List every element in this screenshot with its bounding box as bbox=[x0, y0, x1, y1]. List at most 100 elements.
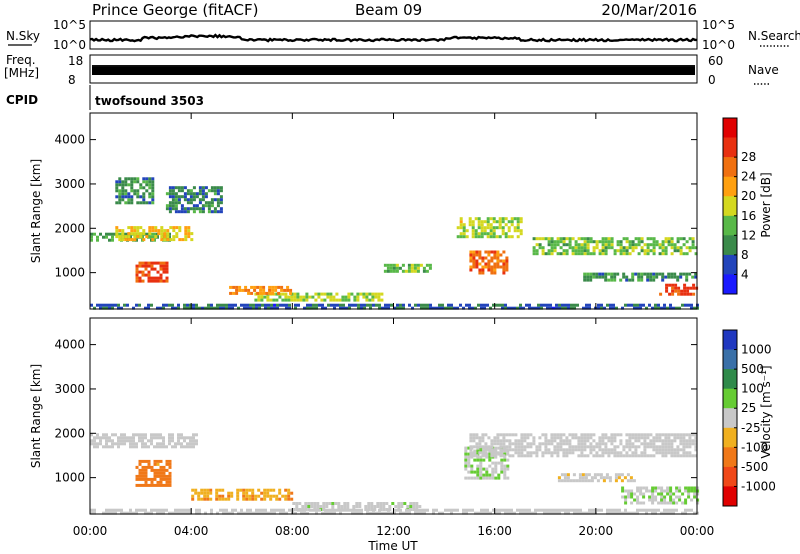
heatmap-cell bbox=[227, 497, 231, 501]
heatmap-cell bbox=[514, 442, 518, 446]
heatmap-cell bbox=[601, 448, 605, 452]
heatmap-cell bbox=[587, 473, 591, 477]
heatmap-cell bbox=[664, 246, 668, 250]
heatmap-cell bbox=[387, 508, 390, 512]
heatmap-cell bbox=[153, 508, 156, 512]
heatmap-cell bbox=[686, 286, 690, 290]
heatmap-cell bbox=[138, 508, 141, 512]
heatmap-cell bbox=[571, 433, 575, 437]
heatmap-cell bbox=[565, 252, 569, 256]
heatmap-cell bbox=[640, 237, 644, 241]
heatmap-cell bbox=[664, 445, 668, 449]
heatmap-cell bbox=[682, 436, 686, 440]
heatmap-cell bbox=[180, 204, 184, 208]
heatmap-cell bbox=[171, 201, 175, 205]
heatmap-cell bbox=[473, 470, 477, 474]
heatmap-cell bbox=[192, 445, 195, 449]
heatmap-cell bbox=[144, 471, 148, 475]
heatmap-cell bbox=[562, 439, 566, 443]
heatmap-cell bbox=[666, 501, 670, 505]
heatmap-cell bbox=[475, 250, 479, 254]
heatmap-cell bbox=[118, 189, 122, 193]
heatmap-cell bbox=[687, 303, 690, 307]
heatmap-cell bbox=[541, 246, 545, 250]
heatmap-cell bbox=[165, 474, 169, 478]
heatmap-cell bbox=[153, 279, 157, 283]
heatmap-cell bbox=[643, 436, 647, 440]
heatmap-cell bbox=[589, 252, 593, 256]
heatmap-cell bbox=[517, 445, 521, 449]
heatmap-cell bbox=[593, 476, 597, 480]
heatmap-cell bbox=[488, 455, 492, 459]
heatmap-cell bbox=[254, 497, 258, 501]
heatmap-cell bbox=[105, 306, 108, 310]
heatmap-cell bbox=[159, 477, 163, 481]
colorbar-tick-label: 12 bbox=[741, 228, 756, 242]
heatmap-cell bbox=[586, 275, 590, 279]
heatmap-cell bbox=[565, 442, 569, 446]
heatmap-cell bbox=[505, 262, 509, 266]
colorbar-segment bbox=[723, 388, 737, 409]
heatmap-cell bbox=[479, 449, 483, 453]
heatmap-cell bbox=[665, 283, 669, 287]
heatmap-cell bbox=[627, 511, 630, 515]
heatmap-cell bbox=[578, 479, 582, 483]
heatmap-cell bbox=[221, 494, 225, 498]
heatmap-cell bbox=[156, 459, 160, 463]
heatmap-cell bbox=[315, 306, 318, 310]
heatmap-cell bbox=[423, 511, 426, 515]
heatmap-cell bbox=[661, 442, 665, 446]
heatmap-cell bbox=[142, 186, 146, 190]
heatmap-cell bbox=[499, 265, 503, 269]
heatmap-cell bbox=[139, 226, 143, 230]
heatmap-cell bbox=[203, 491, 207, 495]
heatmap-cell bbox=[657, 492, 661, 496]
heatmap-cell bbox=[649, 445, 653, 449]
heatmap-cell bbox=[332, 298, 336, 302]
heatmap-cell bbox=[318, 303, 321, 307]
heatmap-cell bbox=[649, 454, 653, 458]
x-tick-label: 08:00 bbox=[275, 524, 310, 538]
heatmap-cell bbox=[475, 433, 479, 437]
heatmap-cell bbox=[344, 295, 348, 299]
heatmap-cell bbox=[156, 508, 159, 512]
nsky-frame bbox=[89, 20, 698, 50]
heatmap-cell bbox=[508, 442, 512, 446]
heatmap-cell bbox=[459, 223, 463, 227]
heatmap-cell bbox=[154, 229, 158, 233]
heatmap-cell bbox=[293, 295, 297, 299]
heatmap-cell bbox=[240, 508, 243, 512]
heatmap-cell bbox=[198, 192, 202, 196]
heatmap-cell bbox=[180, 189, 184, 193]
heatmap-cell bbox=[652, 278, 656, 282]
heatmap-cell bbox=[615, 508, 618, 512]
heatmap-cell bbox=[345, 306, 348, 310]
heatmap-cell bbox=[321, 306, 324, 310]
heatmap-cell bbox=[261, 508, 264, 512]
heatmap-cell bbox=[596, 473, 600, 477]
heatmap-cell bbox=[676, 451, 680, 455]
heatmap-cell bbox=[393, 511, 396, 515]
heatmap-cell bbox=[240, 511, 243, 515]
heatmap-cell bbox=[640, 442, 644, 446]
heatmap-cell bbox=[577, 454, 581, 458]
heatmap-cell bbox=[230, 491, 234, 495]
heatmap-cell bbox=[655, 243, 659, 247]
heatmap-cell bbox=[685, 451, 689, 455]
heatmap-cell bbox=[252, 303, 255, 307]
heatmap-cell bbox=[544, 445, 548, 449]
heatmap-cell bbox=[210, 511, 213, 515]
y-tick-label: 2000 bbox=[54, 426, 85, 440]
heatmap-cell bbox=[115, 189, 119, 193]
heatmap-cell bbox=[663, 495, 667, 499]
heatmap-cell bbox=[162, 267, 166, 271]
heatmap-cell bbox=[93, 306, 96, 310]
heatmap-cell bbox=[668, 292, 672, 296]
heatmap-cell bbox=[251, 497, 255, 501]
heatmap-cell bbox=[601, 454, 605, 458]
heatmap-cell bbox=[382, 508, 386, 511]
heatmap-cell bbox=[120, 306, 123, 310]
heatmap-cell bbox=[586, 246, 590, 250]
heatmap-cell bbox=[645, 306, 648, 310]
